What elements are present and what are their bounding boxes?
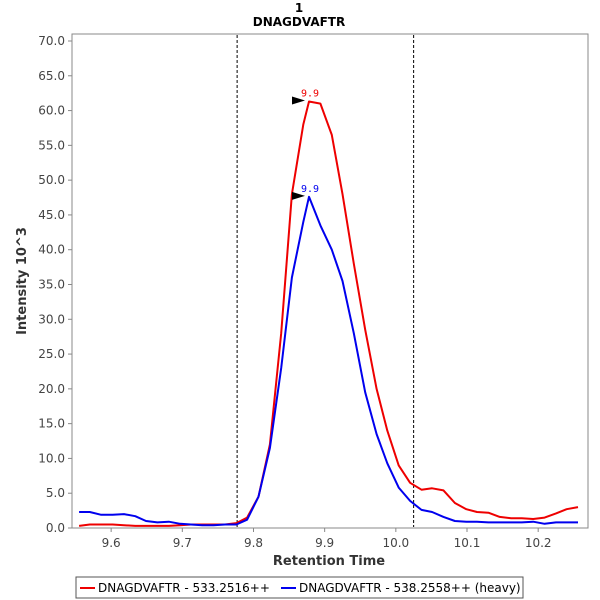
y-tick-label: 20.0: [38, 382, 65, 396]
x-tick-label: 9.6: [102, 536, 121, 550]
x-tick-label: 9.7: [173, 536, 192, 550]
peak-marker-0: [292, 96, 306, 105]
y-tick-label: 70.0: [38, 34, 65, 48]
integration-boundaries: [236, 35, 415, 527]
peak-annotations: 9.9 9.9: [292, 89, 319, 200]
y-tick-label: 25.0: [38, 347, 65, 361]
legend-box: [75, 576, 524, 599]
y-tick-label: 50.0: [38, 173, 65, 187]
peak-label-0: 9.9: [301, 89, 319, 100]
x-tick-label: 10.0: [382, 536, 409, 550]
plot-area: [71, 33, 589, 529]
x-axis: 9.6 9.7 9.8 9.9 10.0 10.1 10.2: [102, 528, 552, 550]
peak-marker-1: [292, 191, 306, 200]
x-tick-label: 10.1: [454, 536, 481, 550]
y-axis-title: Intensity 10^3: [15, 227, 30, 335]
y-tick-label: 5.0: [46, 486, 65, 500]
y-tick-label: 65.0: [38, 69, 65, 83]
x-tick-label: 10.2: [525, 536, 552, 550]
legend-label-light: DNAGDVAFTR - 533.2516++: [98, 581, 270, 595]
y-tick-label: 10.0: [38, 451, 65, 465]
peak-label-1: 9.9: [301, 184, 319, 195]
y-tick-label: 35.0: [38, 278, 65, 292]
y-tick-label: 55.0: [38, 138, 65, 152]
y-tick-label: 45.0: [38, 208, 65, 222]
x-axis-title: Retention Time: [273, 554, 385, 569]
series-layer: [78, 100, 579, 527]
y-tick-label: 0.0: [46, 521, 65, 535]
legend: DNAGDVAFTR - 533.2516++ DNAGDVAFTR - 538…: [75, 576, 524, 599]
y-tick-label: 15.0: [38, 417, 65, 431]
chart-title: 1: [295, 1, 303, 15]
x-tick-label: 9.8: [244, 536, 263, 550]
legend-label-heavy: DNAGDVAFTR - 538.2558++ (heavy): [299, 581, 521, 595]
x-tick-label: 9.9: [315, 536, 334, 550]
y-axis: 0.0 5.0 10.0 15.0 20.0 25.0 30.0 35.0 40.0 45.0 50…: [38, 34, 72, 535]
series-line-0: [78, 100, 579, 527]
y-tick-label: 40.0: [38, 243, 65, 257]
series-line-1: [79, 195, 578, 527]
y-tick-label: 60.0: [38, 104, 65, 118]
y-tick-label: 30.0: [38, 312, 65, 326]
chart-subtitle: DNAGDVAFTR: [253, 15, 345, 29]
